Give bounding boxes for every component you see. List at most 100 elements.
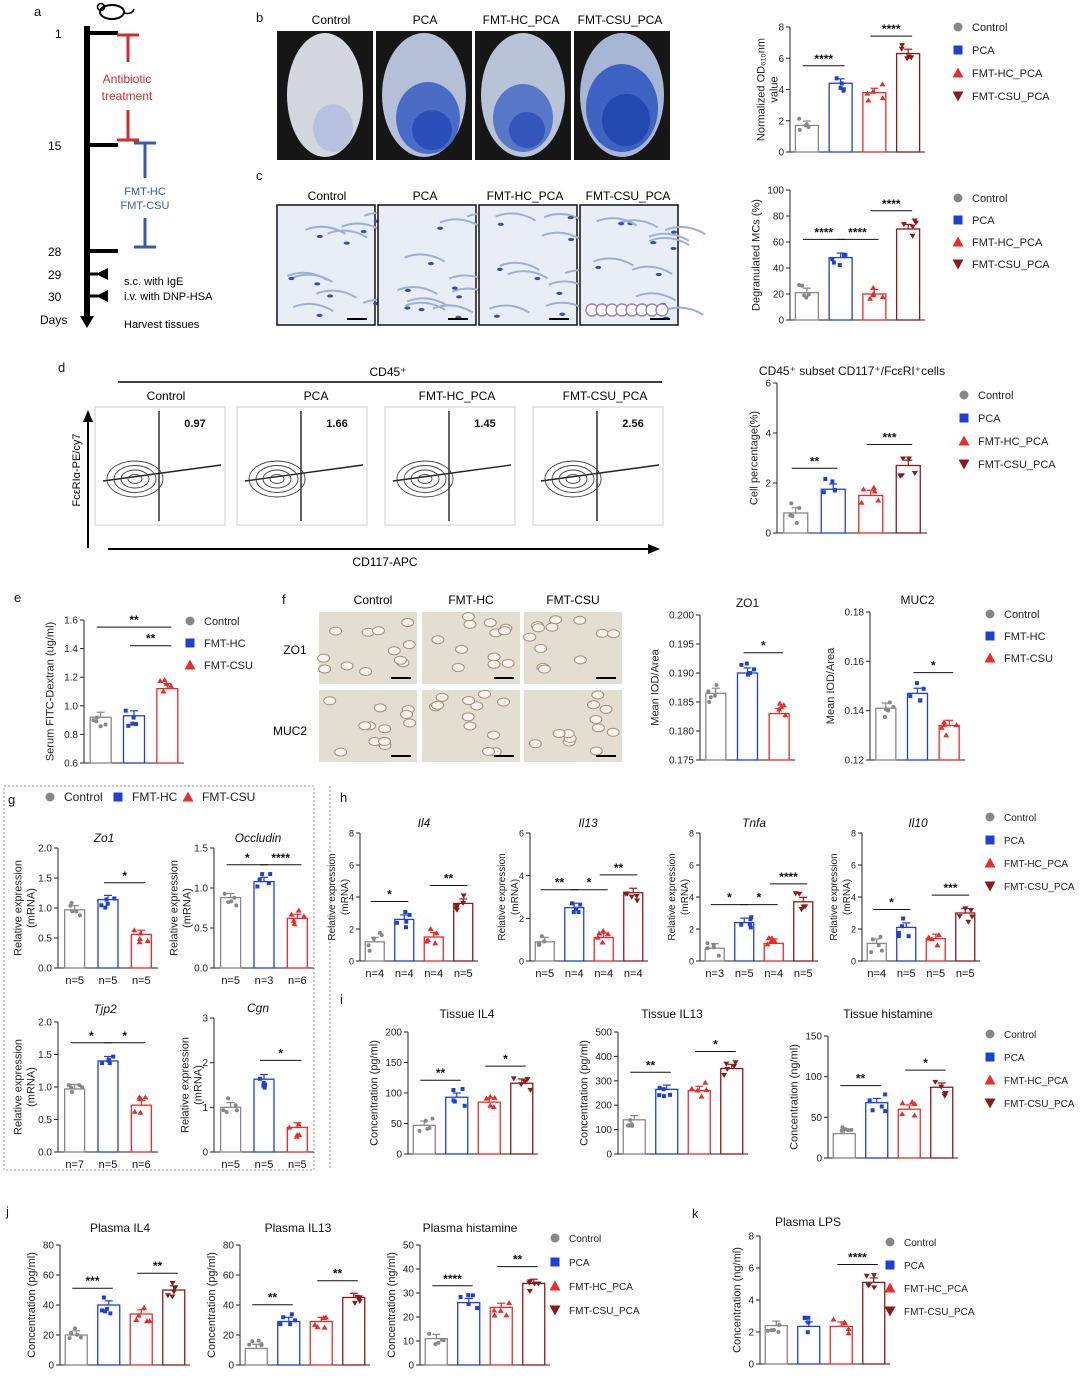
data-point (698, 1093, 705, 1099)
data-point (723, 1061, 730, 1067)
y-tick-label: 8 (748, 1232, 754, 1243)
chart-h_il10: 0 2 4 6 8 Relative expression (mRNA) Il10 n=4 n=5… (829, 816, 980, 980)
sig-label: * (713, 1038, 718, 1052)
n-label: n=5 (221, 975, 240, 987)
bar-3 (793, 901, 814, 962)
legend-marker (184, 659, 196, 670)
d-label-control: Control (147, 389, 186, 403)
data-point (702, 1079, 709, 1085)
data-point (137, 1095, 144, 1101)
legend-i: Control PCA FMT-HC_PCA FMT-CSU_PCA (984, 1029, 1075, 1110)
bar-2 (593, 936, 614, 962)
n-label: n=5 (897, 968, 916, 980)
data-point (542, 939, 547, 944)
chart-i_hist: 0 50 100 150 Concentration (ng/ml) Tissue his… (789, 1007, 958, 1165)
data-point (832, 487, 837, 492)
data-point (765, 1328, 770, 1333)
y-tick-label: 200 (385, 1028, 402, 1039)
data-point (838, 85, 843, 90)
data-point (73, 1326, 78, 1331)
c-label-pca: PCA (413, 189, 438, 203)
legend-marker (952, 236, 964, 247)
y-axis-label: Mean IOD/Area (650, 648, 662, 725)
data-point (821, 490, 826, 495)
y-axis-label: Concentration (pg/ml) (579, 1040, 591, 1146)
data-point (247, 1342, 252, 1347)
panel-letter-i: i (340, 992, 343, 1007)
y-tick-label: 0 (778, 148, 784, 159)
data-point (748, 671, 753, 676)
legend-label: FMT-CSU_PCA (904, 1307, 975, 1318)
legend-marker (959, 413, 969, 423)
y-tick-label: 0 (851, 957, 856, 967)
y-tick-label: 0 (765, 529, 771, 540)
panel-letter-b: b (256, 10, 263, 25)
legend-label: FMT-HC_PCA (972, 68, 1043, 80)
y-axis-label: Relative expression(mRNA) (497, 853, 521, 940)
y-axis-label: Relative expression(mRNA) (180, 1037, 205, 1133)
data-point (935, 932, 942, 938)
data-point (594, 934, 601, 940)
bar-2 (938, 724, 960, 761)
chart-j_il4: 0 20 40 60 80 Concentration (pg/ml) Plasma IL4… (26, 1221, 190, 1372)
f-col-control: Control (354, 593, 393, 607)
y-tick-label: 6 (519, 829, 524, 839)
y-tick-label: 6 (778, 54, 784, 65)
event-harvest: Harvest tissues (124, 319, 200, 331)
data-point (439, 1337, 444, 1342)
y-tick-label: 4 (765, 429, 771, 440)
sig-label: * (757, 891, 762, 905)
sig-label: * (761, 639, 766, 653)
y-tick-label: 40 (223, 1301, 235, 1312)
data-point (460, 900, 467, 906)
n-label: n=5 (535, 968, 554, 980)
data-point (830, 479, 835, 484)
y-tick-label: 2 (778, 116, 784, 127)
data-point (841, 252, 846, 257)
y-tick-label: 8 (349, 829, 354, 839)
legend-label: FMT-CSU (202, 790, 255, 804)
data-point (74, 909, 79, 914)
bar-1 (564, 907, 585, 962)
bar-3 (522, 1282, 546, 1366)
data-point (104, 1306, 109, 1311)
chart-title: Plasma IL4 (90, 1221, 150, 1235)
y-tick-label: 2 (349, 925, 354, 935)
chart-i_il4: 0 50 100 150 200 Concentration (pg/ml) Tissue … (369, 1007, 538, 1161)
data-point (797, 506, 802, 511)
data-point (802, 904, 809, 910)
y-tick-label: 1.0 (38, 1083, 52, 1094)
data-point (80, 1084, 85, 1089)
n-label: n=3 (255, 975, 274, 987)
data-point (942, 1091, 949, 1097)
sig-label: ** (436, 1066, 446, 1080)
data-point (487, 1102, 494, 1108)
legend-label: FMT-HC (204, 638, 246, 650)
data-point (628, 1118, 633, 1123)
data-point (539, 934, 544, 939)
data-point (870, 292, 877, 298)
data-point (483, 1095, 490, 1101)
bar-3 (862, 1281, 886, 1365)
event-dnp: i.v. with DNP-HSA (124, 291, 213, 303)
y-tick-label: 80 (223, 1241, 235, 1252)
y-tick-label: 2.0 (38, 844, 52, 855)
data-point (911, 1112, 918, 1118)
data-point (633, 893, 640, 899)
data-point (899, 1100, 906, 1106)
data-point (367, 948, 372, 953)
sig-label: **** (271, 851, 290, 865)
data-point (865, 97, 872, 103)
y-tick-label: 1.6 (64, 616, 78, 627)
data-point (626, 1123, 631, 1128)
days-label: Days (40, 313, 67, 327)
legend-marker (885, 1237, 895, 1247)
antibiotic-label-2: treatment (102, 89, 153, 103)
y-tick-label: 1.0 (194, 884, 208, 895)
y-tick-label: 4 (519, 871, 524, 881)
y-tick-label: 0.195 (669, 640, 694, 651)
data-point (724, 1066, 731, 1072)
y-tick-label: 4 (778, 85, 784, 96)
n-label: n=5 (132, 975, 151, 987)
data-point (806, 292, 811, 297)
